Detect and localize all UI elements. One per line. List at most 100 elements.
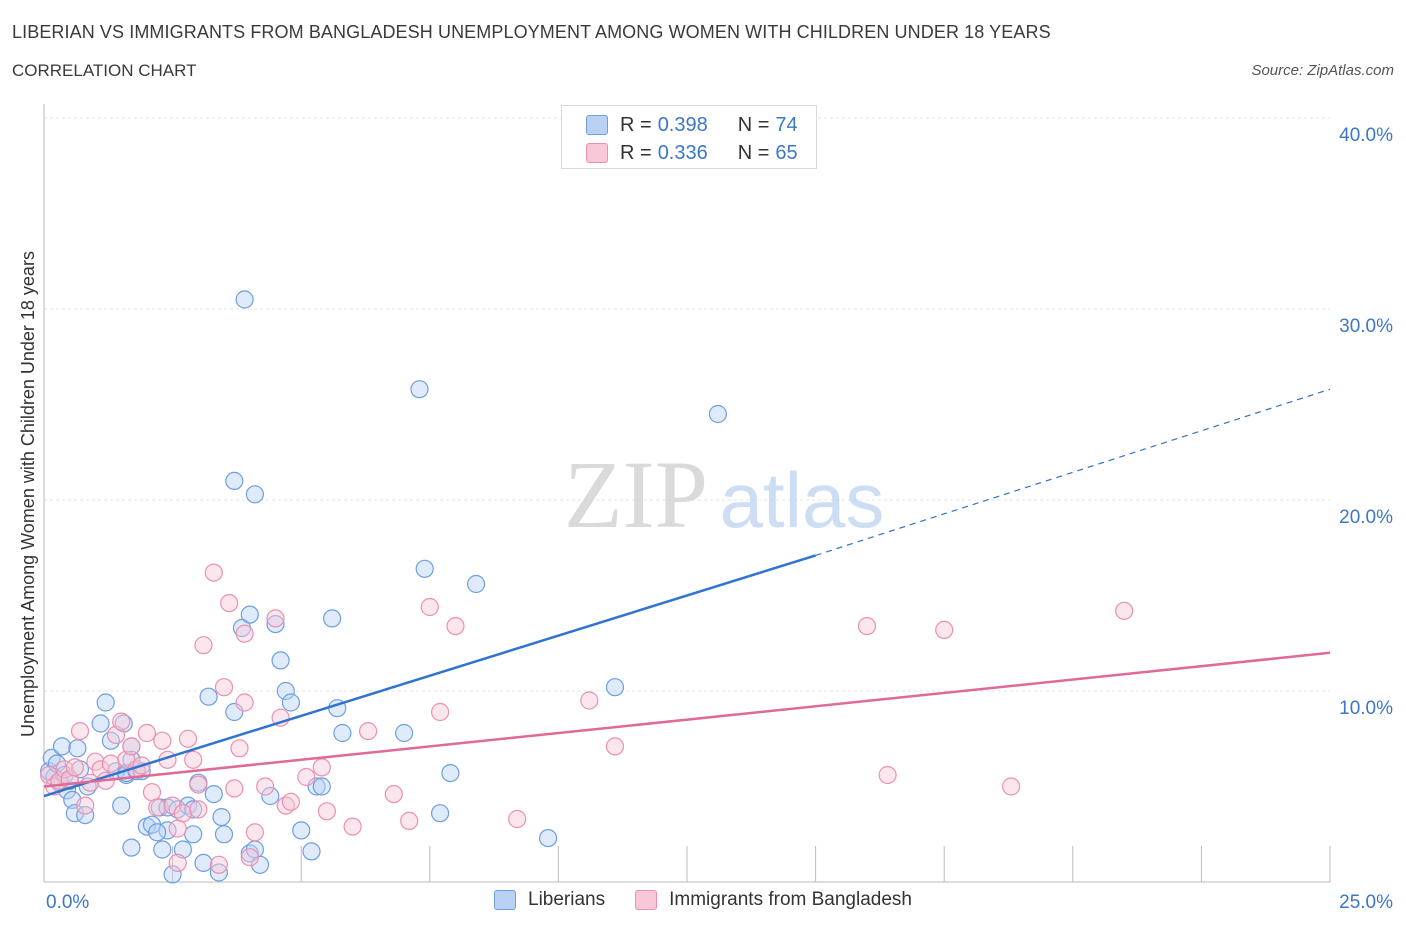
liberian-point [214, 825, 234, 844]
liberian-point [194, 853, 213, 873]
n-label: N = [737, 113, 770, 136]
bangladesh-point [189, 775, 208, 794]
liberian-point [52, 737, 72, 756]
bangladesh-point [384, 784, 403, 804]
r-label: R = [620, 113, 652, 136]
bangladesh-point [431, 702, 450, 722]
legend-swatch-blue [494, 890, 516, 910]
bangladesh-point [605, 737, 625, 756]
liberian-point [266, 614, 285, 634]
series-legend: Liberians Immigrants from Bangladesh [0, 889, 1406, 911]
y-tick-label: 30.0% [1339, 316, 1393, 337]
bangladesh-point [312, 758, 331, 777]
bangladesh-point [70, 721, 90, 741]
liberian-point [148, 823, 167, 842]
liberian-point [410, 380, 429, 399]
liberian-point [68, 739, 87, 758]
bangladesh-point [1115, 601, 1134, 620]
bangladesh-point [163, 796, 182, 815]
liberian-trend-extension [815, 388, 1331, 556]
liberian-point [225, 471, 244, 490]
bangladesh-point [400, 811, 419, 831]
liberian-point [209, 863, 228, 882]
liberian-trend-line [43, 554, 816, 798]
liberian-point [271, 651, 290, 670]
liberian-point [261, 786, 280, 806]
chart-subtitle: CORRELATION CHART [12, 61, 197, 80]
source-label: Source: ZipAtlas.com [1251, 62, 1394, 79]
n-label: N = [737, 141, 770, 164]
bangladesh-point [65, 758, 85, 777]
legend-swatch-pink [586, 143, 608, 163]
bangladesh-point [935, 620, 954, 640]
liberian-point [605, 678, 625, 697]
bangladesh-point [245, 823, 264, 842]
bangladesh-point [76, 796, 95, 815]
liberian-point [323, 609, 342, 628]
liberian-point [235, 290, 254, 309]
legend-label: Immigrants from Bangladesh [669, 889, 912, 910]
y-axis-label: Unemployment Among Women with Children U… [18, 251, 38, 737]
bangladesh-point [122, 737, 141, 756]
liberian-point [112, 796, 131, 815]
bangladesh-point [878, 765, 897, 785]
legend-row-liberians: R = 0.398 N = 74 [586, 111, 798, 139]
bangladesh-point [297, 767, 316, 787]
x-tick-label: 25.0% [1339, 892, 1393, 913]
liberian-point [415, 559, 434, 578]
bangladesh-point [142, 783, 162, 802]
liberian-point [395, 723, 414, 743]
liberian-point [441, 763, 460, 783]
correlation-legend: R = 0.398 N = 74 R = 0.336 N = 65 [561, 105, 817, 169]
bangladesh-point [580, 691, 599, 710]
legend-item-bangladesh[interactable]: Immigrants from Bangladesh [635, 889, 912, 911]
liberian-point [302, 842, 321, 861]
liberian-point [122, 838, 141, 857]
liberian-point [292, 821, 311, 840]
liberian-point [101, 731, 121, 750]
liberian-point [163, 865, 182, 884]
bangladesh-point [189, 800, 208, 819]
r-value: 0.398 [657, 113, 708, 136]
axes [43, 104, 1331, 883]
y-tick-label: 20.0% [1339, 507, 1393, 528]
bangladesh-point [173, 804, 192, 823]
legend-row-bangladesh: R = 0.336 N = 65 [586, 139, 798, 167]
legend-item-liberians[interactable]: Liberians [494, 889, 605, 911]
legend-swatch-pink [635, 890, 658, 910]
bangladesh-trend-line [43, 651, 1331, 788]
liberian-point [153, 840, 172, 859]
bangladesh-point [281, 792, 300, 811]
trend-lines [43, 388, 1331, 798]
liberian-point [431, 804, 450, 823]
bangladesh-point [343, 817, 362, 836]
bangladesh-point [184, 750, 203, 769]
x-tick-label: 0.0% [46, 892, 89, 913]
bangladesh-point [256, 777, 275, 796]
bangladesh-point [220, 593, 239, 613]
liberian-point [91, 714, 110, 733]
liberian-point [250, 855, 270, 874]
chart-title: LIBERIAN VS IMMIGRANTS FROM BANGLADESH U… [12, 22, 1051, 42]
bangladesh-point [178, 729, 198, 748]
liberian-point [173, 840, 192, 859]
liberian-point [312, 777, 331, 796]
bangladesh-point [508, 809, 527, 829]
bangladesh-point [209, 855, 228, 874]
bangladesh-point [153, 731, 172, 750]
watermark-zip: ZIP [564, 441, 708, 548]
bangladesh-point [420, 597, 439, 617]
bangladesh-point [235, 693, 254, 712]
liberian-point [333, 723, 352, 743]
y-tick-label: 10.0% [1339, 698, 1393, 719]
liberian-point [96, 693, 115, 712]
bangladesh-point [235, 624, 254, 643]
bangladesh-point [230, 739, 249, 758]
n-value: 74 [775, 113, 798, 136]
liberian-point [538, 828, 558, 848]
bangladesh-point [148, 798, 167, 817]
legend-swatch-blue [586, 115, 608, 135]
bangladesh-point [112, 712, 131, 731]
watermark-atlas: atlas [720, 456, 885, 544]
